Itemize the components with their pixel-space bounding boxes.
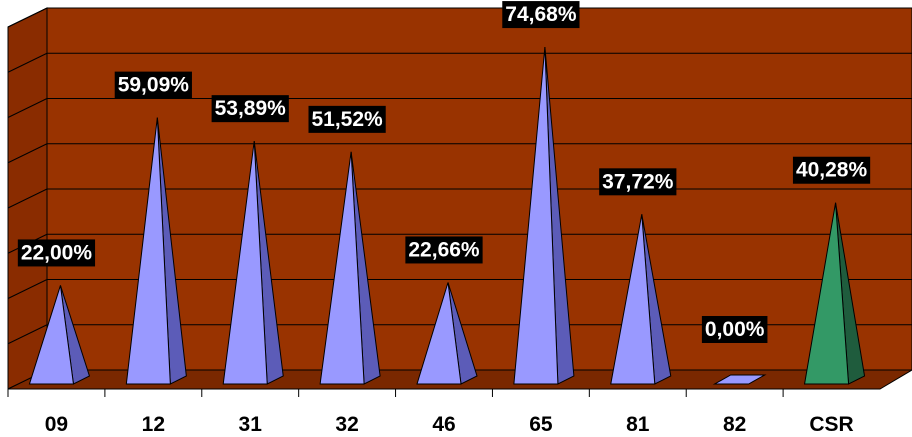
bar-09: [28, 285, 91, 385]
data-label-box: [17, 239, 96, 267]
x-tick-label: CSR: [809, 413, 853, 436]
bar-front-face: [125, 117, 171, 385]
data-label-text: 59,09%: [118, 74, 190, 97]
data-labels: 22,00% 59,09% 53,89% 51,52% 22,66% 74,68% 37,7…: [17, 1, 871, 343]
data-label-text: 0,00%: [705, 318, 765, 341]
bar-65: [513, 47, 575, 385]
data-label-text: 51,52%: [311, 108, 383, 131]
bar-front-face: [28, 285, 75, 385]
bar-front-face: [803, 202, 850, 385]
data-label: 22,00%: [17, 239, 96, 267]
bar-31: [222, 141, 284, 385]
bar-CSR: [803, 202, 866, 385]
data-label: 59,09%: [114, 71, 192, 99]
bar-front-face: [319, 151, 365, 385]
bar-series: [28, 47, 866, 385]
bar-32: [319, 151, 381, 385]
gridlines: [7, 7, 912, 345]
data-label: 74,68%: [502, 1, 580, 29]
bar-front-face: [610, 214, 656, 385]
data-label: 22,66%: [405, 236, 483, 264]
data-label-box: [114, 71, 192, 99]
data-label-box: [599, 168, 677, 196]
x-tick-label: 09: [45, 413, 68, 436]
data-label: 40,28%: [792, 156, 871, 184]
data-label-box: [792, 156, 871, 184]
bar-12: [125, 117, 187, 385]
data-label-box: [211, 95, 289, 123]
data-label: 53,89%: [211, 95, 289, 123]
side-gridline: [7, 143, 48, 164]
side-gridline: [7, 188, 48, 209]
data-label-text: 74,68%: [505, 3, 577, 26]
data-label-text: 40,28%: [796, 159, 868, 182]
x-tick-label: 32: [335, 413, 358, 436]
x-axis: 09 12 31 32 46 65 81 82 CSR: [7, 388, 880, 436]
side-gridline: [7, 7, 48, 28]
bar-flat-base: [712, 374, 767, 385]
data-label-box: [701, 316, 768, 343]
side-gridline: [7, 98, 48, 118]
data-label-text: 53,89%: [215, 97, 287, 120]
x-tick-label: 65: [529, 413, 553, 436]
bar-82: [712, 374, 767, 385]
data-label-text: 37,72%: [602, 170, 674, 193]
x-tick-label: 46: [432, 413, 455, 436]
x-tick-label: 12: [142, 413, 165, 436]
side-gridline: [7, 324, 48, 345]
data-label: 37,72%: [599, 168, 677, 196]
data-label-text: 22,00%: [21, 241, 93, 264]
bar-46: [416, 282, 478, 385]
data-label-box: [502, 1, 580, 29]
bar-front-face: [416, 282, 462, 385]
x-tick-label: 82: [723, 413, 746, 436]
bar-81: [610, 214, 672, 385]
x-tick-label: 31: [239, 413, 263, 436]
data-label-text: 22,66%: [408, 238, 480, 261]
data-label: 51,52%: [308, 105, 386, 133]
bar-front-face: [222, 141, 268, 385]
data-label: 0,00%: [701, 316, 768, 343]
bar-front-face: [513, 47, 559, 385]
data-label-box: [308, 105, 386, 133]
side-gridline: [7, 52, 48, 73]
side-gridline: [7, 279, 48, 299]
data-label-box: [405, 236, 483, 264]
x-tick-label: 81: [626, 413, 650, 436]
